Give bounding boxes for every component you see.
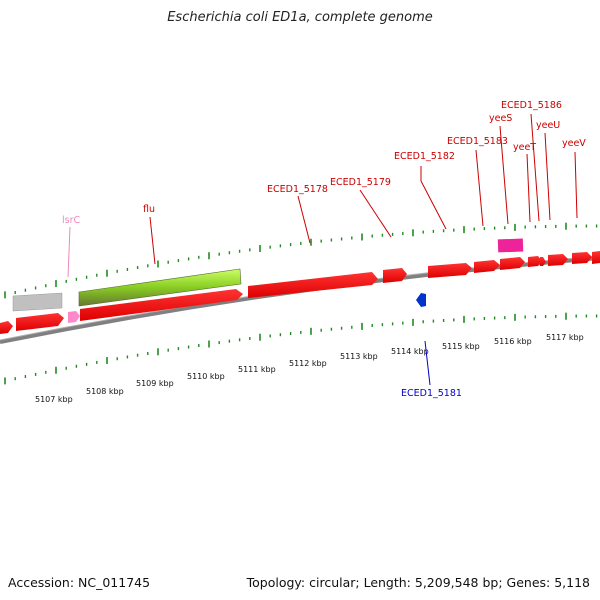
gene-label-ECED1_5179: ECED1_5179 — [330, 177, 391, 188]
scale-label: 5112 kbp — [289, 359, 327, 368]
gene-arrow — [16, 313, 64, 331]
inner-tick-row — [4, 312, 598, 385]
scale-label: 5117 kbp — [546, 333, 584, 342]
gene-label-lsrC: lsrC — [62, 215, 80, 226]
genome-summary-text: Topology: circular; Length: 5,209,548 bp… — [246, 575, 590, 590]
leader-line-ECED1_5186 — [530, 113, 540, 222]
leader-line-yeeV — [574, 151, 578, 219]
gene-arrow-ECED1_5181 — [416, 293, 426, 307]
gene-arrow-ECED1_5178 — [248, 272, 378, 298]
gene-arrow-yeeV — [572, 252, 592, 264]
gene-label-ECED1_5186: ECED1_5186 — [501, 100, 562, 111]
leader-line-ECED1_5183 — [475, 149, 484, 227]
gene-label-yeeT: yeeT — [513, 142, 536, 153]
scale-label: 5115 kbp — [442, 342, 480, 351]
mobile-element-flu — [78, 268, 242, 307]
gene-label-yeeS: yeeS — [489, 113, 512, 124]
gene-arrow-yeeT — [528, 256, 542, 267]
gene-arrow-ECED1_5183 — [474, 260, 500, 273]
scale-label: 5108 kbp — [86, 387, 124, 396]
genome-title: Escherichia coli ED1a, complete genome — [167, 10, 433, 25]
rna-feature-lsrC — [68, 311, 80, 323]
leader-line-flu — [149, 216, 156, 265]
gene-label-ECED1_5183: ECED1_5183 — [447, 136, 508, 147]
scale-label: 5107 kbp — [35, 395, 73, 404]
leader-line-ECED1_5179 — [359, 189, 392, 238]
gene-label-yeeU: yeeU — [536, 120, 560, 131]
rna-feature-yeeS — [497, 238, 524, 253]
leader-line-ECED1_5178 — [297, 195, 311, 244]
gene-arrow — [0, 321, 13, 334]
gene-arrow — [592, 251, 600, 264]
scale-label: 5110 kbp — [187, 372, 225, 381]
pseudo-gene-lsrC-region — [12, 292, 63, 312]
outer-tick-row — [4, 222, 598, 299]
gene-arrow-yeeT-2 — [540, 257, 546, 266]
gene-arrow-ECED1_5182 — [428, 263, 472, 278]
gene-label-ECED1_5178: ECED1_5178 — [267, 184, 328, 195]
leader-line-lsrC — [67, 226, 71, 278]
scale-label: 5109 kbp — [136, 379, 174, 388]
leader-line-yeeS — [499, 125, 509, 225]
gene-arrow-ECED1_5186 — [548, 254, 568, 266]
gene-arrow-flu — [80, 289, 243, 321]
scale-label: 5116 kbp — [494, 337, 532, 346]
gene-label-yeeV: yeeV — [562, 138, 586, 149]
gene-label-ECED1_5181: ECED1_5181 — [401, 388, 462, 399]
scale-label: 5111 kbp — [238, 365, 276, 374]
leader-line-yeeU — [544, 132, 551, 221]
gene-label-ECED1_5182: ECED1_5182 — [394, 151, 455, 162]
accession-text: Accession: NC_011745 — [8, 575, 151, 590]
scale-label: 5113 kbp — [340, 352, 378, 361]
scale-label: 5114 kbp — [391, 347, 429, 356]
leader-line-ECED1_5182b — [420, 180, 447, 230]
leader-line-yeeT — [526, 153, 531, 223]
gene-label-flu: flu — [143, 204, 155, 215]
gene-arrow-ECED1_5179 — [383, 268, 407, 283]
leader-line-ECED1_5181 — [424, 340, 431, 386]
gene-arrow-yeeS — [500, 257, 525, 270]
